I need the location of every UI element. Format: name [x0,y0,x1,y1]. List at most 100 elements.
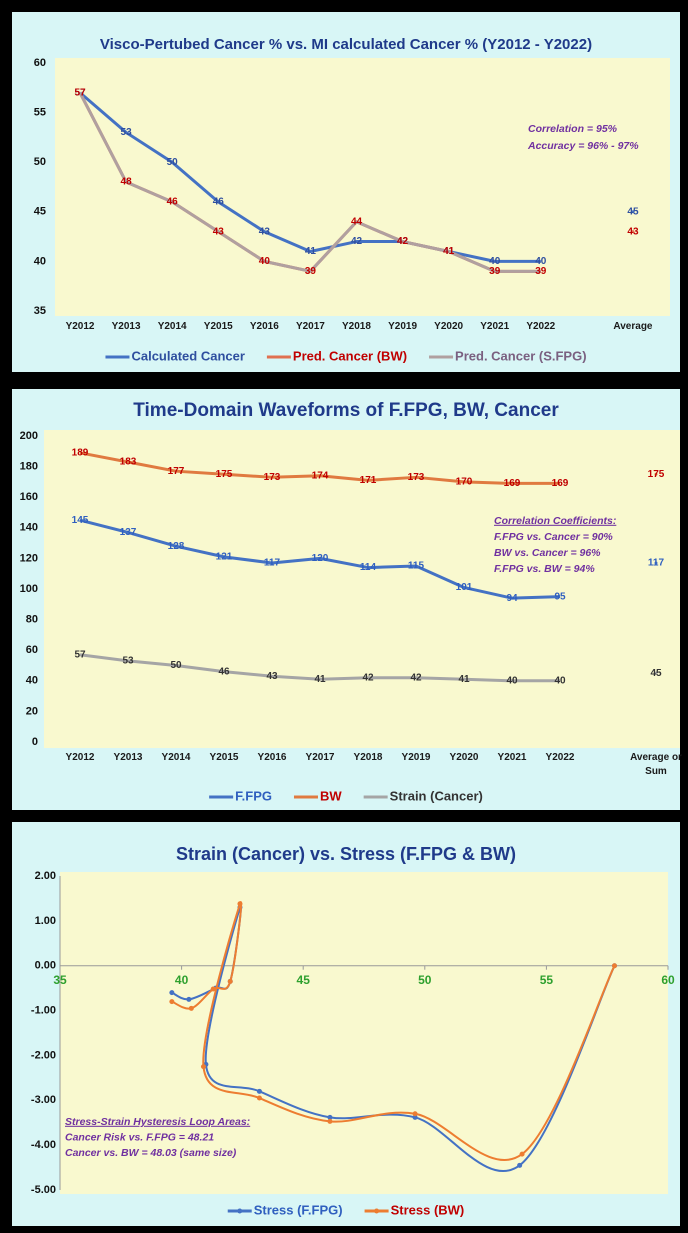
y-tick-label: 80 [26,614,38,626]
x-label-box: Y2015 [210,752,239,763]
plot-area [55,58,670,316]
point [256,1095,262,1101]
x-label-box: Y2018 [342,321,371,332]
x-label-box: Y2017 [295,321,325,332]
x-label-box: Y2013 [113,752,143,763]
legend-label: Pred. Cancer (BW) [293,348,407,363]
x-tick-label: Average [613,321,653,332]
y-tick-label: 1.00 [35,915,56,927]
annotation: F.FPG vs. Cancer = 90% [494,531,613,543]
data-label: 46 [213,197,225,208]
legend-label: Stress (F.FPG) [254,1202,343,1217]
x-tick-label: Y2014 [161,752,191,763]
x-tick-label: Y2021 [497,752,527,763]
data-label: 137 [120,527,137,538]
y-tick-label: 40 [26,675,38,687]
legend-marker [237,1208,243,1214]
data-label: 39 [489,266,501,277]
x-tick-label: Y2019 [388,321,418,332]
x-label-box: Y2013 [112,321,141,332]
x-label-box: Y2014 [161,752,191,763]
y-tick-label: -4.00 [31,1139,56,1151]
legend-label: F.FPG [235,788,272,803]
data-label: 41 [443,246,455,257]
plot-area [60,872,668,1194]
x-label-box: Y2016 [249,321,279,332]
y-tick-label: 2.00 [35,870,56,882]
point [327,1114,333,1120]
legend: Stress (F.FPG) Stress (BW) [227,1202,465,1217]
x-label-box: Y2021 [497,752,527,763]
data-label: 120 [312,553,329,564]
data-label: 145 [72,515,89,526]
data-label: 170 [456,477,473,488]
legend-label: Stress (BW) [391,1202,465,1217]
x-tick-label: Y2017 [295,321,325,332]
data-label: 175 [648,469,665,480]
data-label: 41 [314,674,326,685]
y-tick-label: 160 [20,491,38,503]
x-label-box: Y2012 [66,321,95,332]
data-label: 57 [74,649,86,660]
point [654,561,658,565]
y-tick-label: 60 [34,57,46,69]
data-label: 177 [168,466,185,477]
x-label-box: Y2019 [388,321,418,332]
data-label: 169 [552,478,569,489]
y-tick-label: 0 [32,736,38,748]
x-tick-label: Y2016 [249,321,279,332]
point [654,671,658,675]
point [631,210,635,214]
x-label-box: Y2015 [204,321,233,332]
data-label: 57 [74,87,86,98]
legend: Calculated Cancer Pred. Cancer (BW) Pred. … [105,348,587,363]
x-label-box: Y2012 [66,752,95,763]
data-label: 45 [650,668,662,679]
y-tick-label: 35 [34,305,46,317]
chart-title: Strain (Cancer) vs. Stress (F.FPG & BW) [176,844,516,864]
y-tick-label: 40 [34,255,46,267]
chart-title: Time-Domain Waveforms of F.FPG, BW, Canc… [133,400,559,421]
data-label: 117 [264,558,281,569]
data-label: 173 [408,472,425,483]
y-tick-label: 180 [20,461,38,473]
data-label: 46 [218,666,230,677]
data-label: 50 [167,157,179,168]
data-label: 183 [120,457,137,468]
y-tick-label: -1.00 [31,1004,56,1016]
x-tick-label: Y2020 [449,752,479,763]
legend-marker [374,1208,380,1214]
data-label: 57 [74,87,86,98]
x-label-box: Y2018 [354,752,383,763]
legend-label: Strain (Cancer) [390,788,483,803]
x-tick-label: 60 [661,973,675,987]
data-label: 189 [72,447,89,458]
annotation: Correlation Coefficients: [494,515,616,527]
point [611,963,617,969]
x-label-box: Y2019 [401,752,431,763]
x-tick-label: Y2019 [401,752,431,763]
data-label: 121 [216,552,233,563]
point [210,986,216,992]
data-label: 41 [443,246,455,257]
y-tick-label: 20 [26,705,38,717]
data-label: 115 [408,561,425,572]
point [188,1005,194,1011]
x-label-box: Y2021 [480,321,509,332]
data-label: 43 [266,671,278,682]
legend: F.FPG BW Strain (Cancer) [209,788,483,803]
series-line [78,92,541,273]
y-tick-label: 45 [34,206,46,218]
point [631,230,635,234]
x-label-box: Y2016 [258,752,287,763]
data-label: 175 [216,469,233,480]
legend-label: Pred. Cancer (S.FPG) [455,348,586,363]
y-tick-label: -2.00 [31,1049,56,1061]
data-label: 40 [554,675,566,686]
point [519,1151,525,1157]
x-tick-label: Y2013 [113,752,143,763]
data-label: 41 [305,246,317,257]
x-tick-label: Average or Sum [630,752,682,777]
data-label: 174 [312,470,329,481]
